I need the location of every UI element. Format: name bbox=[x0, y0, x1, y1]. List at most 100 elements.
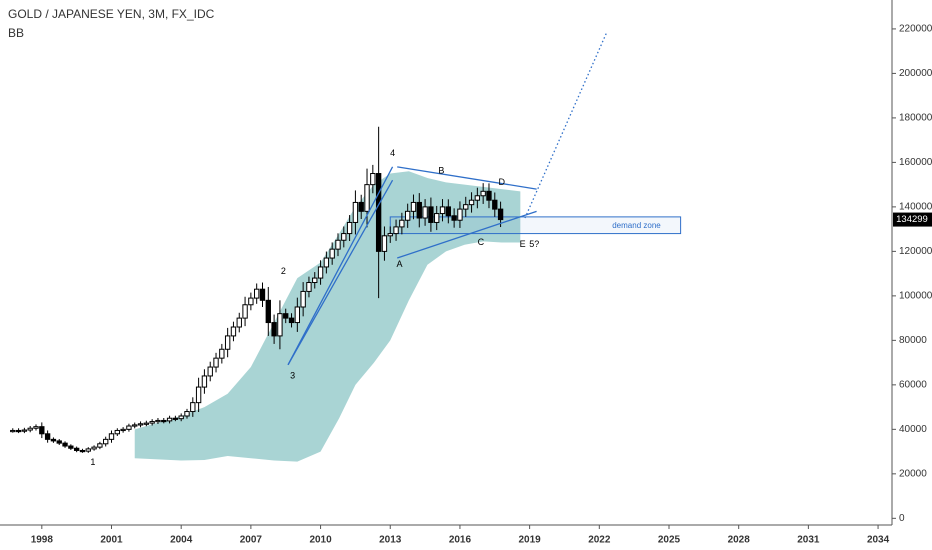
candle bbox=[283, 308, 289, 324]
y-tick-label: 60000 bbox=[899, 379, 927, 390]
candle-body bbox=[416, 201, 422, 219]
candle-body bbox=[358, 201, 364, 212]
candle-body bbox=[137, 423, 144, 426]
candle bbox=[103, 436, 109, 447]
candle-body bbox=[56, 440, 62, 444]
candle bbox=[486, 183, 492, 209]
candle bbox=[85, 447, 91, 453]
candle-body bbox=[195, 386, 202, 404]
demand-zone-rect bbox=[389, 216, 682, 235]
wave-label: E bbox=[520, 239, 526, 249]
wave-label: 1 bbox=[90, 457, 95, 467]
candle bbox=[288, 313, 295, 328]
candle bbox=[39, 422, 45, 439]
y-tick-label: 0 bbox=[899, 513, 905, 524]
candle-body bbox=[375, 173, 382, 252]
candle-body bbox=[428, 206, 434, 223]
y-tick-label: 220000 bbox=[899, 24, 932, 35]
candle-body bbox=[480, 190, 486, 197]
candle bbox=[166, 415, 173, 424]
candle-body bbox=[161, 419, 167, 423]
bollinger-band bbox=[134, 171, 521, 462]
candle bbox=[207, 361, 213, 382]
candle-body bbox=[85, 448, 91, 452]
candle bbox=[44, 430, 51, 443]
x-tick-label: 2010 bbox=[309, 535, 332, 546]
candle bbox=[50, 437, 57, 443]
x-tick-label: 2028 bbox=[728, 535, 751, 546]
wave-label: A bbox=[397, 259, 403, 269]
candle-body bbox=[463, 204, 469, 210]
candle bbox=[393, 219, 399, 241]
candle bbox=[73, 446, 80, 453]
y-tick-label: 120000 bbox=[899, 246, 932, 257]
candle bbox=[254, 283, 260, 304]
annotations-layer: 1 2 3 4 A B C D E 5? demand zone bbox=[90, 148, 661, 467]
candle-body bbox=[15, 429, 22, 433]
candle-body bbox=[73, 447, 80, 451]
candle-body bbox=[393, 226, 399, 235]
candle-body bbox=[404, 210, 411, 221]
x-tick-label: 2019 bbox=[519, 535, 542, 546]
candle bbox=[428, 197, 434, 232]
trend-line bbox=[287, 179, 394, 366]
candle-body bbox=[108, 433, 115, 440]
candle bbox=[335, 233, 341, 257]
candle-body bbox=[445, 206, 452, 217]
wave-label: 2 bbox=[281, 266, 286, 276]
candle-body bbox=[288, 317, 295, 324]
x-tick-label: 2016 bbox=[449, 535, 472, 546]
y-tick-label: 160000 bbox=[899, 157, 932, 168]
candle bbox=[341, 226, 347, 248]
candle bbox=[294, 297, 301, 332]
candle-body bbox=[399, 219, 405, 228]
candle bbox=[410, 194, 417, 220]
candle-body bbox=[410, 201, 417, 212]
candle bbox=[184, 408, 190, 419]
candle-body bbox=[457, 208, 463, 221]
wave-label: 5? bbox=[529, 239, 539, 249]
candle bbox=[27, 425, 33, 433]
candle bbox=[399, 212, 405, 235]
candle bbox=[474, 187, 481, 209]
candle bbox=[172, 415, 179, 422]
candle-body bbox=[312, 277, 318, 284]
candle bbox=[132, 422, 138, 429]
candle bbox=[79, 448, 86, 453]
candle bbox=[312, 272, 318, 289]
y-tick-label: 20000 bbox=[899, 468, 927, 479]
candle-body bbox=[190, 402, 196, 413]
candle bbox=[387, 226, 393, 243]
candle-body bbox=[120, 428, 126, 432]
candle-body bbox=[103, 438, 109, 445]
wave-label: C bbox=[478, 237, 485, 247]
y-tick-label: 200000 bbox=[899, 68, 932, 79]
candle-body bbox=[492, 199, 498, 210]
candle-body bbox=[346, 221, 353, 235]
candle bbox=[56, 439, 62, 446]
candle-body bbox=[259, 288, 266, 301]
candle-body bbox=[468, 199, 475, 206]
candle bbox=[114, 428, 120, 436]
y-tick-label: 100000 bbox=[899, 291, 932, 302]
candle bbox=[68, 444, 74, 451]
candle-body bbox=[497, 208, 504, 221]
candle-body bbox=[132, 424, 138, 427]
x-tick-label: 2004 bbox=[170, 535, 193, 546]
candle-body bbox=[219, 348, 225, 359]
trend-line bbox=[287, 166, 394, 366]
candle-body bbox=[97, 443, 103, 448]
candle bbox=[149, 419, 155, 426]
candle bbox=[352, 190, 359, 235]
candle-body bbox=[178, 415, 184, 420]
candle bbox=[277, 300, 283, 350]
candle bbox=[21, 427, 28, 434]
wave-label: 3 bbox=[290, 370, 295, 380]
candle bbox=[492, 192, 498, 217]
candle-body bbox=[364, 184, 370, 212]
demand-zone-label: demand zone bbox=[612, 221, 661, 230]
candle bbox=[457, 201, 463, 228]
candle-body bbox=[21, 429, 28, 432]
